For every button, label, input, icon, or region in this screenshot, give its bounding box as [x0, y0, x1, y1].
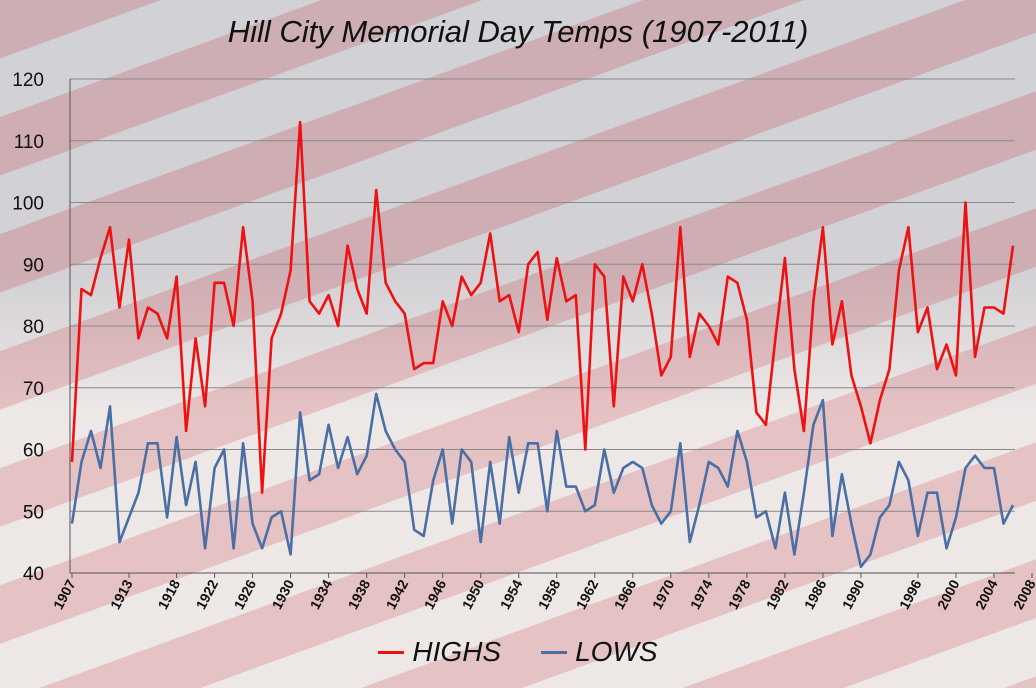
x-tick-label: 2000: [934, 577, 963, 612]
legend-swatch-highs: [378, 650, 405, 654]
series-line-lows: [70, 392, 1015, 569]
x-tick-label: 1938: [345, 577, 374, 612]
x-tick-label: 1922: [192, 577, 221, 612]
x-tick-label: 1962: [573, 577, 602, 612]
y-tick-label: 50: [23, 502, 44, 523]
legend: HIGHS LOWS: [0, 636, 1036, 668]
x-tick-label: 1942: [383, 577, 412, 612]
x-tick-label: 1950: [459, 577, 488, 612]
x-tick-label: 1958: [535, 577, 564, 612]
x-tick-label: 1966: [611, 577, 640, 612]
x-tick-label: 1974: [687, 577, 716, 612]
y-tick-label: 100: [12, 194, 44, 215]
legend-item-highs: HIGHS: [378, 636, 501, 668]
x-tick-label: 1990: [839, 577, 868, 612]
x-tick-label: 2008: [1010, 577, 1036, 612]
legend-label-highs: HIGHS: [412, 636, 502, 667]
x-tick-label: 1982: [763, 577, 792, 612]
chart-title: Hill City Memorial Day Temps (1907-2011): [227, 14, 809, 49]
x-tick-label: 1996: [896, 577, 925, 612]
x-tick-label: 2004: [972, 577, 1001, 612]
legend-label-lows: LOWS: [575, 636, 658, 667]
y-tick-label: 120: [12, 70, 44, 91]
x-tick-label: 1986: [801, 577, 830, 612]
legend-item-lows: LOWS: [541, 636, 658, 668]
y-tick-label: 90: [23, 255, 44, 276]
x-tick-label: 1946: [421, 577, 450, 612]
legend-swatch-lows: [541, 650, 568, 654]
x-tick-label: 1934: [307, 577, 336, 612]
y-tick-label: 60: [23, 441, 44, 462]
y-tick-label: 80: [23, 317, 44, 338]
x-tick-label: 1930: [269, 577, 298, 612]
x-tick-label: 1913: [107, 577, 136, 612]
series-line-highs: [70, 120, 1015, 495]
y-tick-label: 70: [23, 379, 44, 400]
x-tick-label: 1970: [649, 577, 678, 612]
x-tick-label: 1926: [230, 577, 259, 612]
x-tick-label: 1978: [725, 577, 754, 612]
x-tick-label: 1954: [497, 577, 526, 612]
y-tick-label: 40: [23, 564, 44, 585]
x-tick-label: 1907: [50, 577, 79, 612]
y-tick-label: 110: [14, 132, 44, 153]
x-tick-label: 1918: [154, 577, 183, 612]
